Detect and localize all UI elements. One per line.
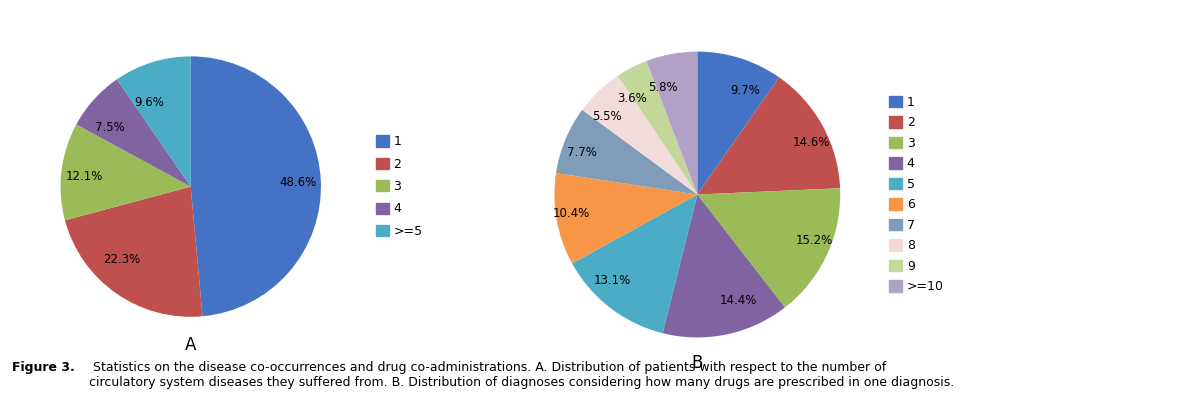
Text: 10.4%: 10.4% — [553, 207, 590, 220]
Wedge shape — [697, 52, 780, 195]
Wedge shape — [554, 173, 697, 263]
Text: 9.6%: 9.6% — [135, 96, 164, 108]
Legend: 1, 2, 3, 4, >=5: 1, 2, 3, 4, >=5 — [375, 135, 423, 238]
Wedge shape — [697, 188, 840, 307]
Wedge shape — [61, 124, 191, 220]
Text: 14.4%: 14.4% — [720, 294, 757, 307]
Wedge shape — [555, 110, 697, 195]
Wedge shape — [646, 52, 697, 195]
Text: 5.5%: 5.5% — [592, 110, 622, 123]
Text: 15.2%: 15.2% — [796, 234, 833, 247]
Wedge shape — [117, 56, 191, 187]
Legend: 1, 2, 3, 4, 5, 6, 7, 8, 9, >=10: 1, 2, 3, 4, 5, 6, 7, 8, 9, >=10 — [889, 96, 944, 293]
Text: Statistics on the disease co-occurrences and drug co-administrations. A. Distrib: Statistics on the disease co-occurrences… — [89, 361, 955, 389]
Text: Figure 3.: Figure 3. — [12, 361, 75, 374]
Text: 14.6%: 14.6% — [793, 136, 830, 149]
Text: 3.6%: 3.6% — [617, 92, 647, 104]
Wedge shape — [572, 195, 697, 333]
Text: 13.1%: 13.1% — [594, 274, 631, 287]
Wedge shape — [191, 56, 321, 316]
Text: 12.1%: 12.1% — [66, 170, 103, 183]
Wedge shape — [582, 76, 697, 195]
Text: 5.8%: 5.8% — [648, 81, 677, 94]
Wedge shape — [617, 61, 697, 195]
Wedge shape — [697, 77, 840, 195]
Text: 7.5%: 7.5% — [95, 121, 125, 134]
Text: 7.7%: 7.7% — [567, 146, 597, 160]
Text: B: B — [691, 354, 703, 372]
Wedge shape — [64, 187, 203, 317]
Text: 22.3%: 22.3% — [103, 253, 141, 266]
Text: 48.6%: 48.6% — [279, 176, 316, 189]
Wedge shape — [76, 79, 191, 187]
Text: 9.7%: 9.7% — [730, 85, 759, 97]
Text: A: A — [185, 336, 197, 355]
Wedge shape — [663, 195, 784, 337]
